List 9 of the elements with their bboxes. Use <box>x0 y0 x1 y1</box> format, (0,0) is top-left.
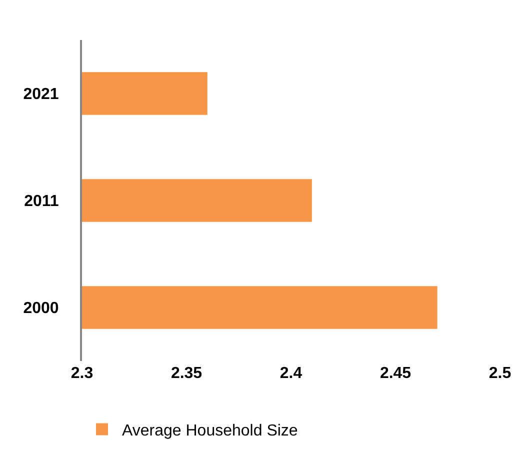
x-tick-label: 2.5 <box>488 365 512 382</box>
y-tick-label: 2021 <box>23 86 59 104</box>
x-tick-label: 2.35 <box>170 365 202 382</box>
legend-label: Average Household Size <box>122 422 298 440</box>
x-tick-label: 2.45 <box>380 365 412 382</box>
y-tick-label: 2000 <box>23 300 59 318</box>
x-tick-label: 2.4 <box>280 365 302 382</box>
x-tick-label: 2.3 <box>70 365 94 382</box>
y-tick-label: 2011 <box>24 193 59 210</box>
